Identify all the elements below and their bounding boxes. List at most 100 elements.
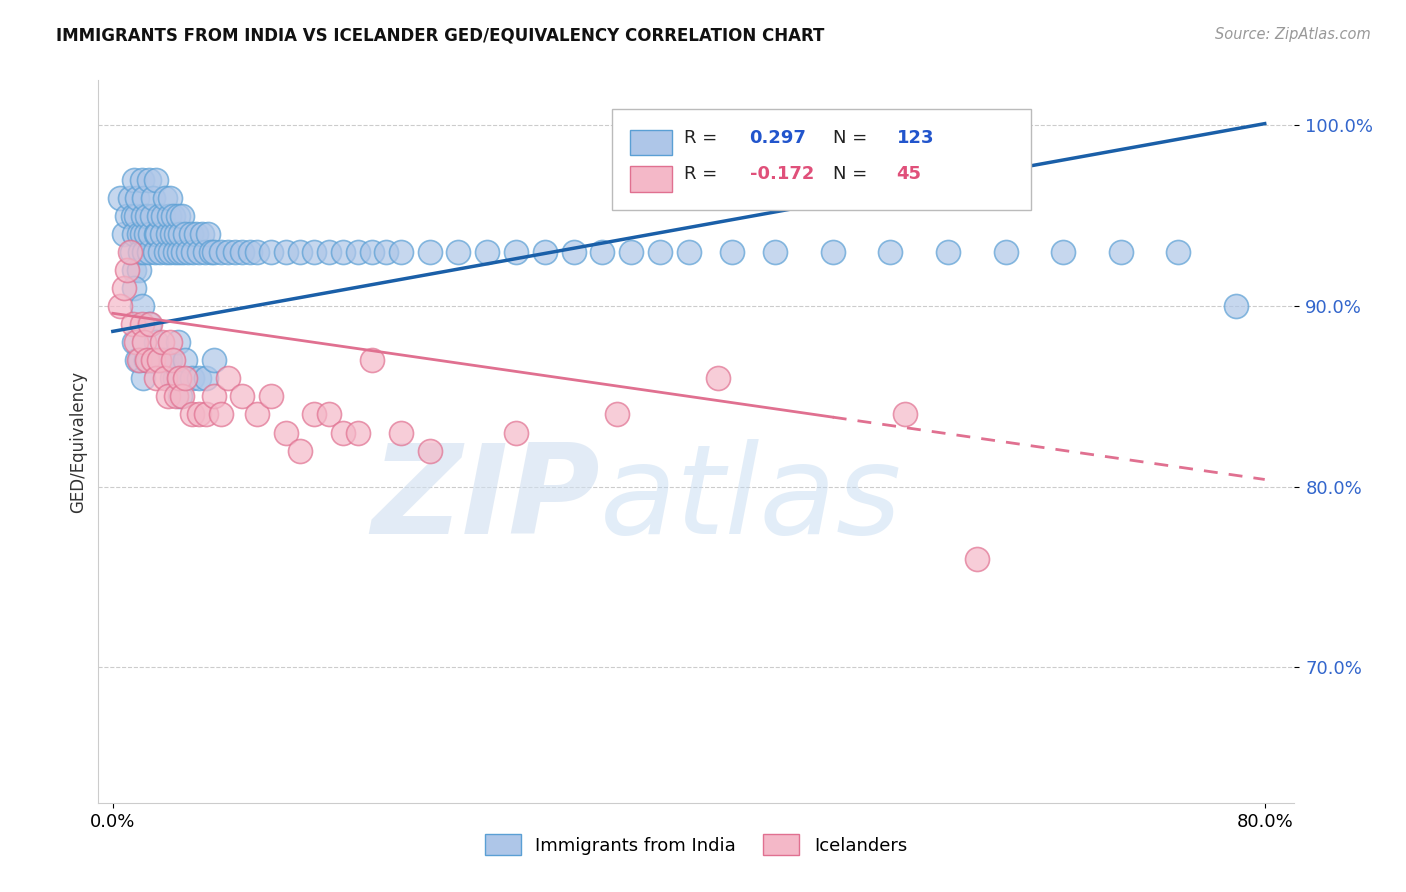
Point (143, 244, 166, 259)
Point (146, 227, 169, 241)
Point (162, 209, 184, 223)
Point (246, 244, 269, 259)
Point (648, 244, 671, 259)
Point (936, 244, 959, 259)
Point (260, 244, 283, 259)
Point (167, 244, 190, 259)
Point (165, 227, 187, 241)
Point (131, 317, 153, 331)
Point (239, 244, 262, 259)
Point (202, 389, 225, 403)
Point (145, 371, 167, 385)
Point (167, 371, 190, 385)
Point (112, 227, 135, 241)
Point (361, 244, 384, 259)
Point (156, 227, 179, 241)
Point (128, 353, 150, 368)
Point (131, 299, 153, 313)
Point (112, 281, 135, 295)
Point (194, 244, 217, 259)
Point (879, 244, 901, 259)
Point (188, 371, 211, 385)
Point (893, 408, 915, 422)
Point (304, 408, 326, 422)
Point (108, 191, 131, 205)
Point (170, 389, 193, 403)
Point (195, 408, 218, 422)
Point (131, 227, 153, 241)
Point (165, 389, 187, 403)
Point (217, 371, 239, 385)
Point (183, 244, 205, 259)
Y-axis label: GED/Equivalency: GED/Equivalency (69, 370, 87, 513)
Point (152, 353, 174, 368)
Text: N =: N = (834, 129, 873, 147)
Point (318, 408, 340, 422)
Point (209, 408, 232, 422)
Point (169, 389, 191, 403)
Point (132, 209, 155, 223)
Point (155, 353, 177, 368)
Point (966, 552, 988, 566)
Point (132, 371, 155, 385)
Point (127, 353, 149, 368)
Point (188, 244, 211, 259)
Point (419, 244, 441, 259)
Point (139, 317, 162, 331)
Point (195, 371, 218, 385)
Point (166, 209, 188, 223)
Point (127, 191, 149, 205)
Point (159, 244, 181, 259)
Point (152, 353, 174, 368)
Point (346, 425, 368, 440)
Point (138, 317, 160, 331)
Point (172, 244, 194, 259)
Point (477, 244, 499, 259)
Point (260, 389, 283, 403)
Point (505, 425, 527, 440)
Point (153, 191, 176, 205)
Point (131, 172, 153, 186)
Point (169, 227, 191, 241)
Point (231, 244, 253, 259)
Point (375, 244, 398, 259)
Point (288, 443, 311, 458)
Point (120, 191, 142, 205)
Point (124, 172, 146, 186)
Point (136, 353, 159, 368)
Point (153, 371, 176, 385)
Point (160, 227, 183, 241)
Point (202, 353, 225, 368)
FancyBboxPatch shape (630, 130, 672, 155)
Point (821, 244, 844, 259)
Point (149, 244, 172, 259)
Point (332, 425, 354, 440)
Point (143, 353, 166, 368)
Point (159, 353, 181, 368)
Point (181, 371, 204, 385)
Point (1167, 244, 1189, 259)
Point (128, 263, 150, 277)
Point (162, 353, 184, 368)
Point (148, 209, 170, 223)
Point (288, 244, 311, 259)
Text: 0.297: 0.297 (749, 129, 807, 147)
Text: atlas: atlas (600, 439, 903, 560)
Point (150, 227, 173, 241)
Text: Source: ZipAtlas.com: Source: ZipAtlas.com (1215, 27, 1371, 42)
Point (134, 244, 156, 259)
Point (124, 263, 146, 277)
Point (115, 263, 138, 277)
Point (157, 209, 180, 223)
Point (141, 353, 163, 368)
Point (591, 244, 613, 259)
Point (142, 191, 165, 205)
Point (1052, 244, 1074, 259)
Point (533, 244, 555, 259)
Point (1109, 244, 1132, 259)
Point (166, 335, 188, 350)
Point (447, 244, 470, 259)
Point (150, 335, 173, 350)
Point (389, 244, 412, 259)
Point (121, 244, 143, 259)
